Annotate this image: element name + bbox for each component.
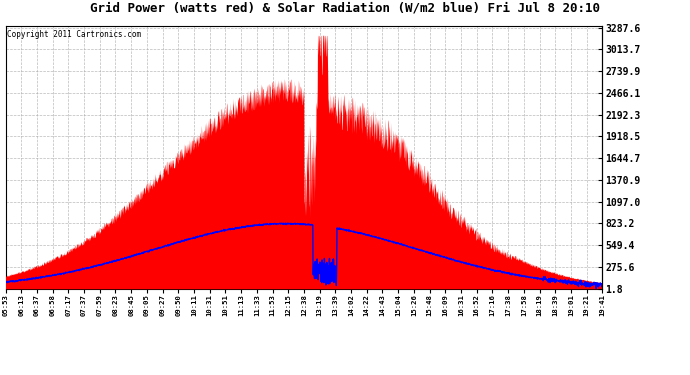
Text: Copyright 2011 Cartronics.com: Copyright 2011 Cartronics.com xyxy=(7,30,141,39)
Text: Grid Power (watts red) & Solar Radiation (W/m2 blue) Fri Jul 8 20:10: Grid Power (watts red) & Solar Radiation… xyxy=(90,2,600,15)
